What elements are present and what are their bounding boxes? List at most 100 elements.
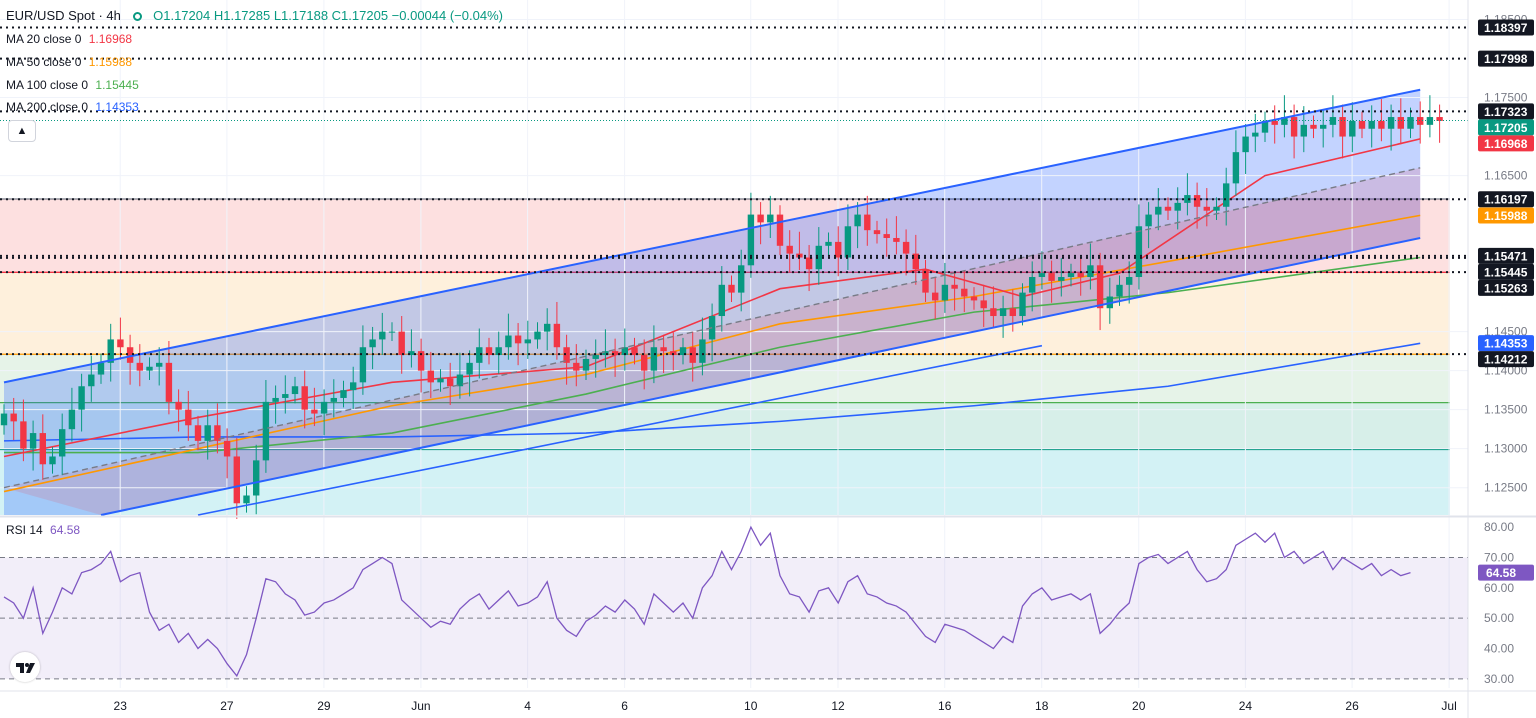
fib-band: [0, 402, 1450, 450]
candle-body: [602, 351, 609, 356]
candle: [553, 301, 561, 360]
candle: [718, 266, 725, 332]
candle: [107, 323, 114, 382]
candle-body: [1387, 117, 1395, 129]
collapse-legend-button[interactable]: ▲: [8, 120, 36, 142]
candle: [398, 316, 405, 374]
candle: [117, 317, 124, 360]
candle: [1320, 109, 1327, 148]
candle: [1252, 113, 1259, 153]
candle: [243, 486, 250, 513]
candle-body: [1174, 202, 1181, 211]
channel-upper-fill: [4, 89, 1421, 515]
candle: [320, 389, 328, 436]
candle: [534, 322, 541, 349]
candle: [1242, 124, 1249, 175]
candle-body: [922, 269, 929, 293]
candle-body: [359, 347, 367, 383]
candle: [408, 329, 415, 368]
candle: [427, 351, 434, 398]
candle-body: [485, 347, 493, 356]
candle-body: [883, 234, 890, 238]
rsi-value-text: 64.58: [1486, 566, 1516, 580]
candle: [175, 389, 182, 432]
price-tick-label: 1.13500: [1484, 403, 1528, 417]
candle: [156, 347, 163, 386]
time-tick-label: Jul: [1441, 699, 1456, 713]
time-tick-label: 6: [621, 699, 628, 713]
legend-ma20[interactable]: MA 20 close 0 1.16968: [6, 32, 132, 46]
candle: [49, 447, 56, 474]
candle: [301, 370, 308, 429]
candle: [272, 385, 279, 424]
candle: [476, 328, 483, 379]
candle-body: [301, 386, 308, 410]
candle-body: [437, 378, 444, 383]
candle-body: [1019, 292, 1026, 317]
candle-body: [611, 351, 619, 356]
candle-body: [291, 386, 299, 395]
candle-body: [1048, 273, 1055, 281]
candle-body: [1193, 195, 1201, 207]
tradingview-logo[interactable]: [10, 652, 40, 682]
candle-body: [854, 214, 861, 227]
price-label-text: 1.16968: [1484, 137, 1528, 151]
candle: [582, 349, 590, 381]
legend-ma200[interactable]: MA 200 close 0 1.14353: [6, 100, 139, 114]
price-label-ma20: 1.16968: [1478, 135, 1534, 152]
fib-band: [0, 449, 1450, 515]
candle: [282, 375, 289, 414]
candle: [1290, 104, 1298, 159]
legend-ma100[interactable]: MA 100 close 0 1.15445: [6, 78, 139, 92]
candle-body: [282, 394, 289, 398]
candle-body: [650, 347, 658, 371]
candle: [39, 414, 46, 480]
candle-body: [369, 339, 376, 348]
price-label-text: 1.14353: [1484, 337, 1528, 351]
legend-value: 1.15445: [95, 78, 139, 92]
price-tick-label: 1.16500: [1484, 169, 1528, 183]
candle-body: [786, 245, 793, 254]
candle: [641, 339, 648, 390]
channel-upper-line: [3, 88, 1421, 384]
candle: [262, 380, 270, 473]
price-label-level: 1.15445: [1478, 263, 1534, 280]
candle-body: [970, 296, 978, 301]
price-label-box: [1478, 191, 1534, 208]
candle-body: [534, 331, 541, 340]
candle: [835, 226, 842, 277]
candle-body: [1426, 117, 1434, 125]
legend-ma50[interactable]: MA 50 close 0 1.15988: [6, 55, 132, 69]
price-label-box: [1478, 247, 1534, 264]
candle: [990, 286, 997, 329]
price-tick-label: 1.17500: [1484, 91, 1528, 105]
candle-body: [757, 214, 764, 223]
price-label-text: 1.15445: [1484, 265, 1528, 279]
candle: [980, 284, 987, 327]
rsi-line: [3, 525, 1411, 678]
candle: [805, 245, 813, 292]
candle-body: [1145, 214, 1152, 227]
candle: [1397, 98, 1404, 145]
candle: [854, 202, 861, 249]
symbol-title[interactable]: EUR/USD Spot · 4h: [6, 8, 121, 23]
candle-body: [175, 401, 182, 410]
price-label-level: 1.15471: [1478, 247, 1534, 264]
price-label-box: [1478, 135, 1534, 152]
legend-rsi[interactable]: RSI 14 64.58: [6, 523, 80, 537]
candle-body: [340, 390, 347, 398]
candle: [126, 334, 134, 385]
price-label-box: [1478, 50, 1534, 67]
legend-label: MA 200 close 0: [6, 100, 89, 114]
candle-body: [117, 339, 124, 348]
candle-body: [146, 366, 153, 371]
candle: [524, 320, 531, 359]
candle-body: [728, 284, 735, 293]
candle-body: [524, 339, 531, 344]
price-label-box: [1478, 119, 1534, 136]
candle-body: [902, 241, 910, 254]
candle-body: [660, 347, 667, 352]
candle-body: [1349, 120, 1356, 137]
candle: [1184, 173, 1191, 216]
